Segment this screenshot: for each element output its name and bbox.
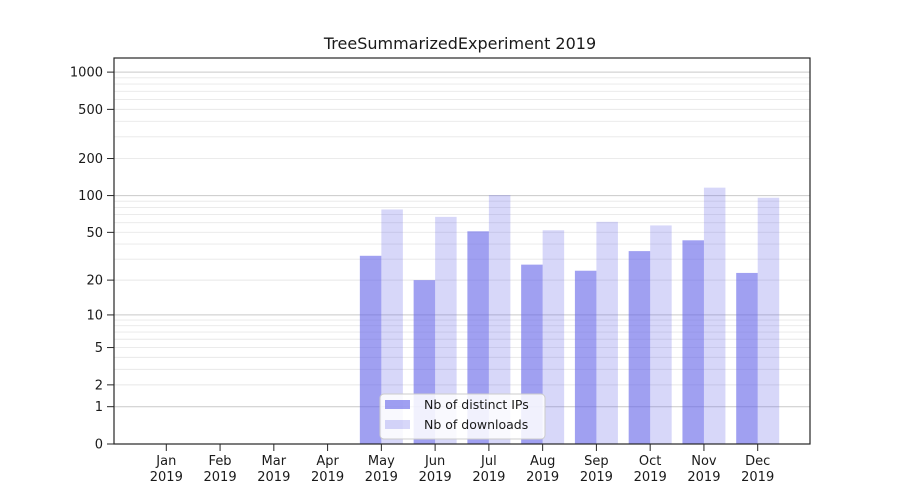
y-tick-label: 500 [78, 103, 103, 118]
bar-nb-of-downloads-may-2019 [381, 209, 403, 444]
y-tick-label: 100 [78, 189, 103, 204]
legend-swatch-nb-of-downloads [385, 420, 410, 429]
x-tick-label-month: Jan [155, 454, 176, 469]
legend-swatch-nb-of-distinct-ips [385, 400, 410, 409]
x-tick-label-month: May [368, 454, 395, 469]
x-tick-label-year: 2019 [472, 470, 505, 485]
x-tick-label-month: Mar [262, 454, 287, 469]
bar-nb-of-distinct-ips-jul-2019 [467, 231, 489, 444]
bar-nb-of-downloads-dec-2019 [757, 197, 780, 444]
x-tick-label-month: Aug [530, 454, 555, 469]
bar-nb-of-distinct-ips-dec-2019 [736, 272, 758, 444]
x-tick-label-month: Oct [639, 454, 661, 469]
x-tick-label-year: 2019 [365, 470, 398, 485]
bar-nb-of-downloads-nov-2019 [703, 187, 726, 444]
chart-title: TreeSummarizedExperiment 2019 [323, 34, 596, 53]
y-tick-label: 50 [86, 226, 103, 241]
x-tick-label-year: 2019 [580, 470, 613, 485]
x-tick-label-month: Jun [424, 454, 445, 469]
x-tick-label-month: Dec [745, 454, 770, 469]
x-tick-label-month: Feb [209, 454, 232, 469]
x-tick-label-year: 2019 [526, 470, 559, 485]
y-tick-label: 20 [86, 274, 103, 289]
bar-nb-of-distinct-ips-nov-2019 [682, 240, 704, 444]
x-tick-label-month: Jul [480, 454, 497, 469]
axes-layer: 01251020501002005001000Jan2019Feb2019Mar… [70, 57, 811, 485]
x-tick-label-month: Apr [316, 454, 339, 469]
bars-layer [359, 187, 780, 444]
x-tick-label-year: 2019 [634, 470, 667, 485]
y-tick-label: 200 [78, 152, 103, 167]
x-tick-label-month: Sep [584, 454, 609, 469]
y-tick-label: 0 [95, 438, 103, 453]
plot-border [113, 57, 811, 445]
bar-nb-of-downloads-aug-2019 [542, 230, 565, 444]
bar-nb-of-distinct-ips-sep-2019 [574, 270, 597, 444]
bar-nb-of-downloads-jun-2019 [435, 216, 457, 444]
legend: Nb of distinct IPs Nb of downloads [379, 393, 546, 440]
y-tick-label: 1 [95, 400, 103, 415]
y-tick-label: 1000 [70, 66, 103, 81]
x-tick-label-year: 2019 [150, 470, 183, 485]
x-tick-label-year: 2019 [687, 470, 720, 485]
y-tick-label: 2 [95, 378, 103, 393]
legend-label-nb-of-downloads: Nb of downloads [424, 417, 528, 432]
x-tick-label-year: 2019 [419, 470, 452, 485]
y-tick-label: 10 [86, 308, 103, 323]
x-tick-label-month: Nov [691, 454, 717, 469]
bar-nb-of-downloads-sep-2019 [596, 221, 618, 444]
legend-label-nb-of-distinct-ips: Nb of distinct IPs [424, 397, 529, 412]
bar-nb-of-distinct-ips-may-2019 [359, 255, 382, 444]
x-tick-label-year: 2019 [257, 470, 290, 485]
bar-nb-of-distinct-ips-oct-2019 [628, 251, 651, 444]
x-tick-label-year: 2019 [741, 470, 774, 485]
bar-nb-of-downloads-jul-2019 [488, 195, 511, 444]
legend-box [379, 393, 546, 440]
y-tick-label: 5 [95, 341, 103, 356]
x-tick-label-year: 2019 [311, 470, 344, 485]
x-tick-label-year: 2019 [204, 470, 237, 485]
bar-nb-of-downloads-oct-2019 [650, 225, 672, 444]
